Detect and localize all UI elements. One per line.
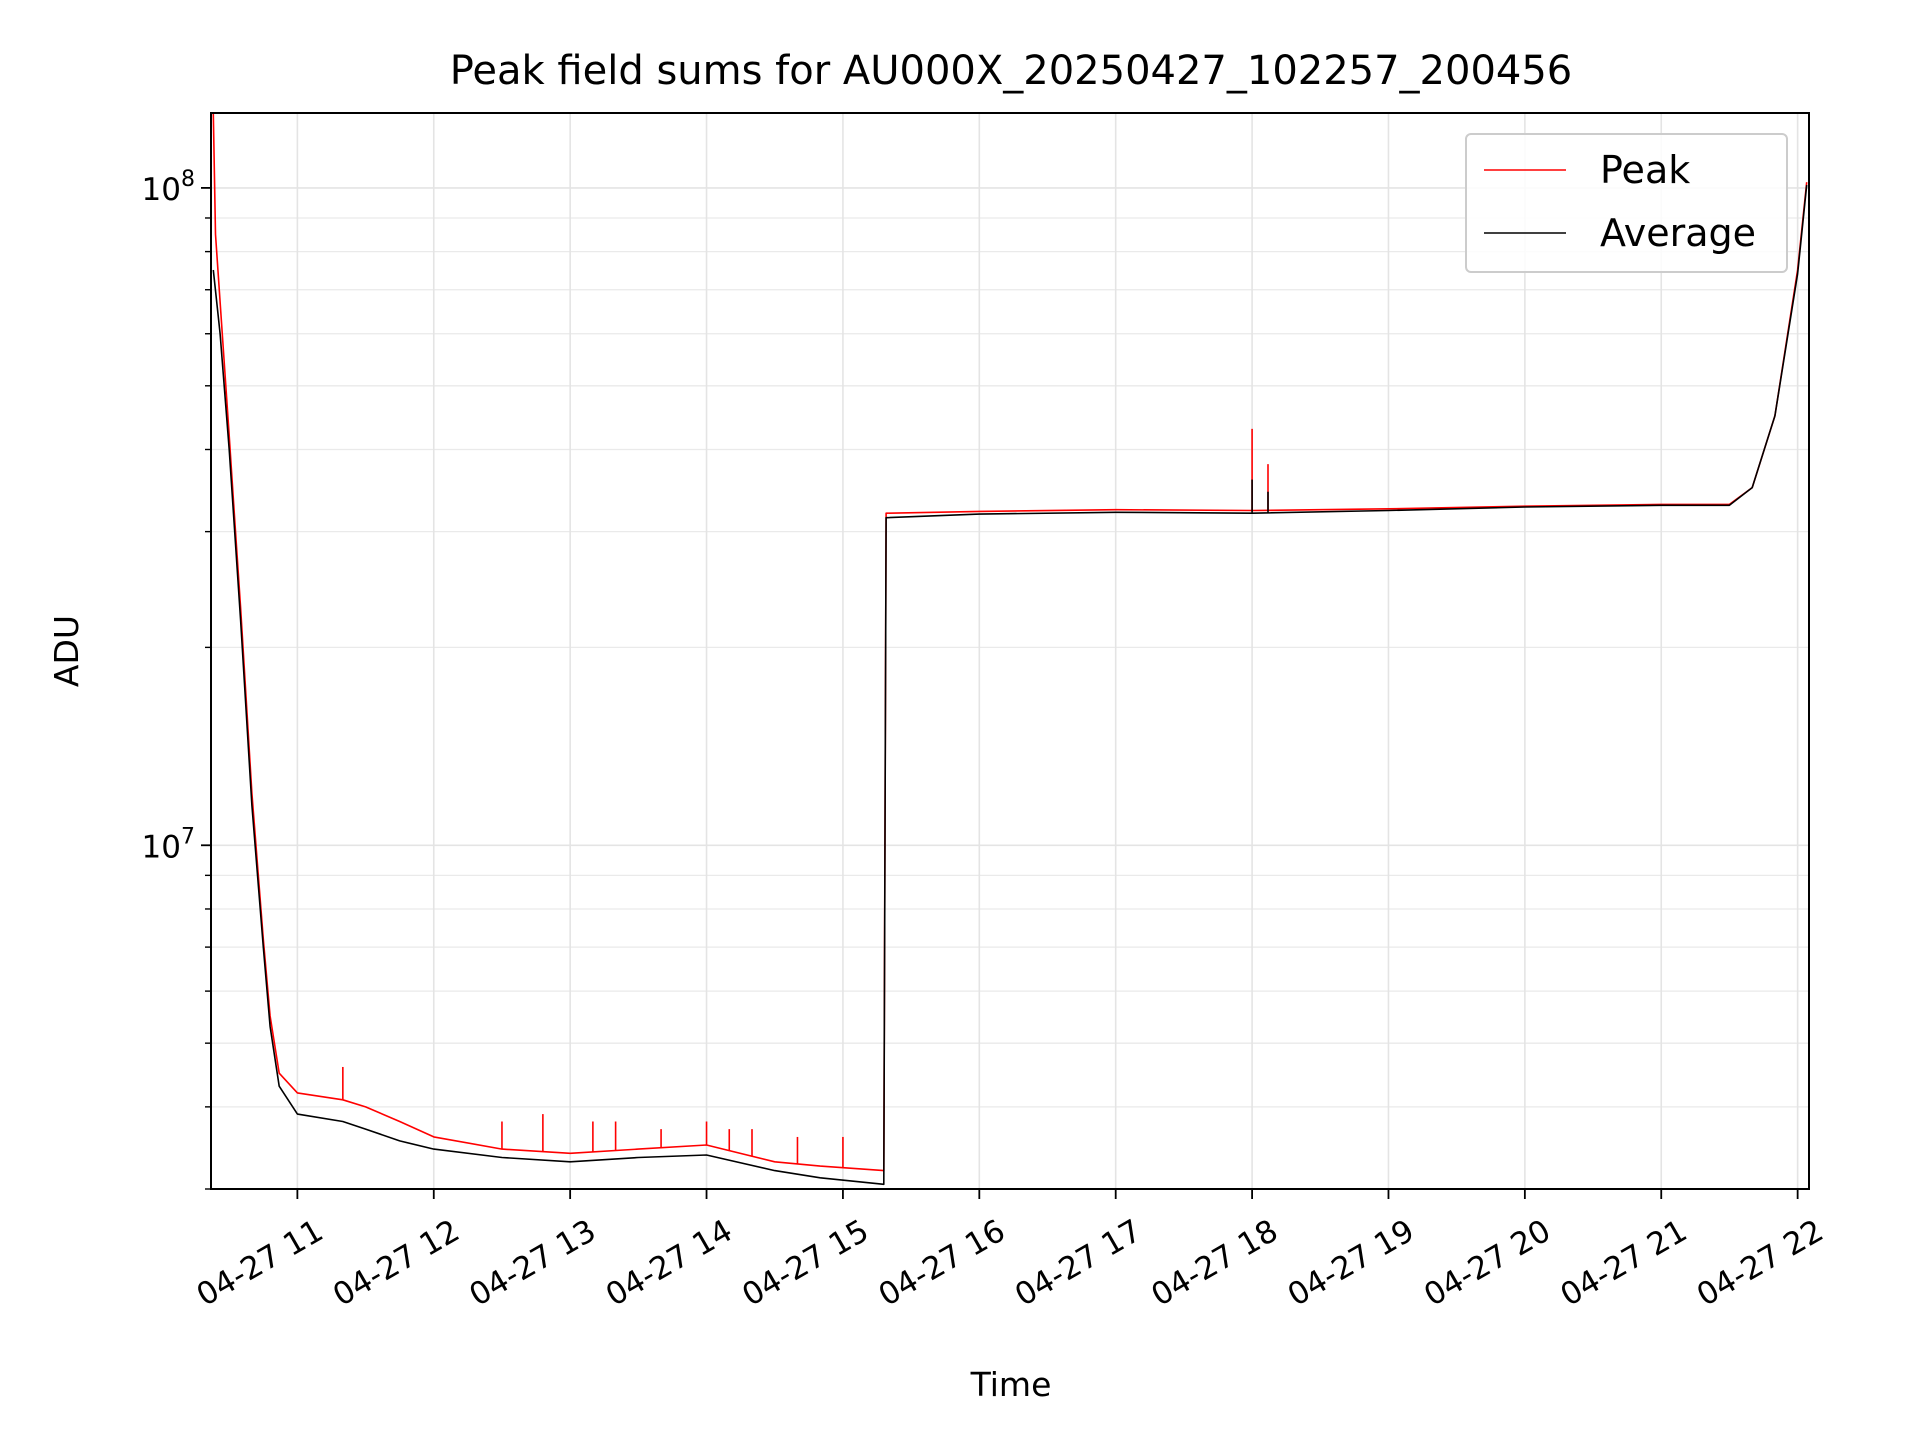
y-axis: 107 108 [142,167,211,1190]
series-lines [212,112,1808,1186]
x-axis-label: Time [970,1365,1052,1404]
series-line-average [212,185,1808,1186]
grid [211,113,1809,1190]
x-tick-label: 04-27 19 [1282,1213,1421,1314]
x-tick-label: 04-27 13 [463,1213,602,1314]
y-tick-label: 108 [142,167,195,208]
x-tick-label: 04-27 12 [327,1213,466,1314]
x-tick-label: 04-27 14 [600,1213,739,1314]
y-axis-label: ADU [47,615,86,687]
legend-label-average: Average [1600,211,1756,255]
legend: Peak Average [1465,133,1788,273]
x-tick-label: 04-27 11 [191,1213,330,1314]
plot-frame [210,112,1810,1190]
x-tick-label: 04-27 18 [1145,1213,1284,1314]
legend-label-peak: Peak [1600,148,1690,192]
series-line-peak [212,112,1808,1172]
x-tick-label: 04-27 16 [873,1213,1012,1314]
legend-box [1465,133,1788,273]
x-tick-label: 04-27 22 [1691,1213,1830,1314]
chart-title: Peak field sums for AU000X_20250427_1022… [450,48,1573,94]
x-tick-label: 04-27 20 [1418,1213,1557,1314]
y-tick-label: 107 [142,824,195,865]
x-tick-label: 04-27 21 [1555,1213,1694,1314]
x-tick-label: 04-27 17 [1009,1213,1148,1314]
x-tick-label: 04-27 15 [736,1213,875,1314]
